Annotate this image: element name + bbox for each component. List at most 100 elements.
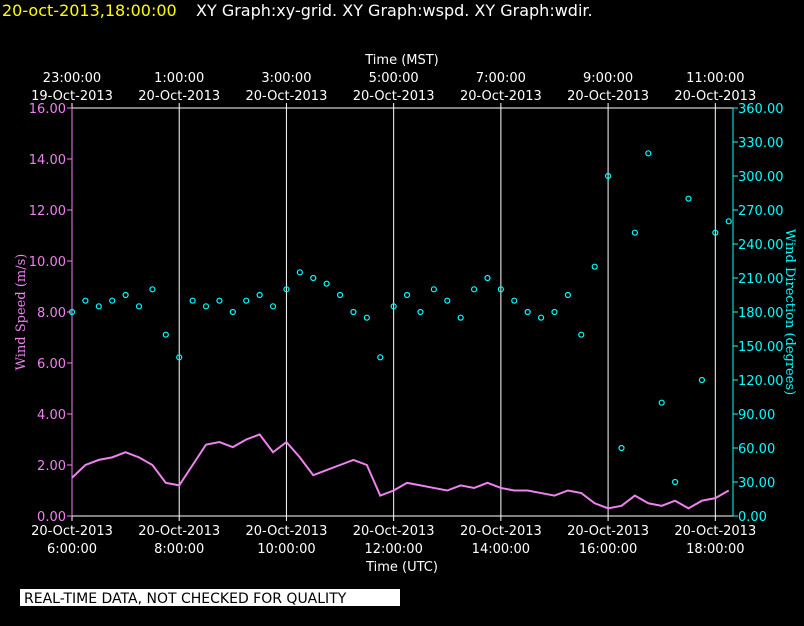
direction-point	[430, 286, 437, 293]
direction-point	[591, 263, 598, 270]
y-tick-label: 10.00	[29, 255, 66, 270]
x-tick-label: 18:00:00	[686, 542, 744, 557]
y2-tick-label: 90.00	[738, 408, 775, 423]
y-tick-label: 8.00	[37, 306, 66, 321]
direction-point	[524, 308, 531, 316]
y2-tick-label: 60.00	[738, 442, 775, 457]
x2-tick-date: 20-Oct-2013	[353, 89, 435, 104]
x2-axis-label: Time (MST)	[364, 53, 439, 68]
direction-point	[390, 303, 397, 310]
direction-point	[149, 286, 156, 293]
direction-point	[698, 376, 706, 384]
y2-tick-label: 330.00	[738, 136, 784, 151]
direction-point	[672, 478, 679, 486]
x2-tick-label: 7:00:00	[476, 71, 526, 86]
y-tick-label: 4.00	[37, 408, 66, 423]
notice-box	[20, 589, 400, 606]
chart-title: XY Graph:xy-grid. XY Graph:wspd. XY Grap…	[196, 1, 593, 20]
direction-point	[296, 269, 303, 276]
x-tick-date: 20-Oct-2013	[353, 524, 435, 539]
y2-tick-label: 180.00	[738, 306, 784, 321]
direction-point	[350, 308, 357, 316]
direction-point	[725, 218, 732, 225]
direction-point	[444, 297, 451, 304]
y-tick-label: 14.00	[29, 153, 66, 168]
speed-line	[71, 433, 730, 510]
y-tick-label: 0.00	[37, 510, 66, 525]
direction-point	[95, 303, 102, 310]
direction-point	[256, 291, 263, 299]
direction-point	[417, 308, 424, 316]
x-tick-date: 20-Oct-2013	[246, 524, 328, 539]
x-tick-label: 14:00:00	[472, 542, 530, 557]
direction-point	[269, 303, 277, 310]
x-tick-label: 8:00:00	[154, 542, 204, 557]
direction-point	[537, 314, 545, 321]
x2-tick-label: 9:00:00	[583, 71, 633, 86]
y2-tick-label: 0.00	[738, 510, 767, 525]
x-tick-label: 12:00:00	[364, 542, 422, 557]
direction-point	[189, 297, 196, 304]
x2-tick-label: 11:00:00	[686, 71, 744, 86]
direction-point	[685, 195, 692, 202]
direction-point	[243, 297, 250, 304]
x2-tick-date: 20-Oct-2013	[138, 89, 220, 104]
direction-point	[551, 308, 558, 316]
direction-point	[135, 303, 143, 310]
x-tick-label: 10:00:00	[257, 542, 315, 557]
y-tick-label: 6.00	[37, 357, 66, 372]
direction-point	[216, 297, 223, 304]
x-tick-date: 20-Oct-2013	[460, 524, 542, 539]
direction-point	[109, 297, 116, 304]
direction-point	[176, 354, 183, 361]
x-tick-date: 20-Oct-2013	[674, 524, 756, 539]
y-tick-label: 12.00	[29, 204, 66, 219]
x2-tick-date: 20-Oct-2013	[246, 89, 328, 104]
y2-tick-label: 360.00	[738, 102, 784, 117]
y2-axis-label: Wind Direction (degrees)	[782, 229, 797, 395]
direction-point	[631, 229, 638, 236]
notice: REAL-TIME DATA, NOT CHECKED FOR QUALITY	[24, 591, 347, 607]
direction-point	[363, 314, 370, 321]
direction-point	[162, 331, 169, 338]
direction-point	[511, 297, 518, 304]
direction-point	[712, 229, 719, 236]
direction-point	[283, 286, 290, 293]
x2-tick-date: 20-Oct-2013	[567, 89, 649, 104]
y2-tick-label: 30.00	[738, 476, 775, 491]
direction-point	[497, 286, 504, 293]
direction-point	[323, 280, 330, 287]
y2-tick-label: 210.00	[738, 272, 784, 287]
direction-point	[229, 308, 236, 316]
direction-point	[658, 399, 665, 406]
y-axis-label: Wind Speed (m/s)	[14, 254, 29, 371]
x2-tick-label: 3:00:00	[261, 71, 311, 86]
y2-tick-label: 150.00	[738, 340, 784, 355]
direction-point	[604, 172, 612, 180]
x-tick-label: 16:00:00	[579, 542, 637, 557]
x-tick-date: 20-Oct-2013	[31, 524, 113, 539]
y2-tick-label: 270.00	[738, 204, 784, 219]
direction-point	[484, 274, 491, 282]
header-time: 20-oct-2013,18:00:00	[2, 1, 177, 20]
x-tick-date: 20-Oct-2013	[138, 524, 220, 539]
direction-point	[578, 331, 585, 338]
x2-tick-date: 19-Oct-2013	[31, 89, 113, 104]
direction-point	[403, 291, 411, 299]
direction-point	[377, 354, 384, 361]
direction-point	[82, 297, 89, 304]
x-tick-date: 20-Oct-2013	[567, 524, 649, 539]
direction-point	[618, 444, 625, 452]
direction-point	[202, 303, 210, 310]
direction-point	[122, 291, 129, 299]
y-tick-label: 16.00	[29, 102, 66, 117]
x-axis-label: Time (UTC)	[365, 560, 438, 575]
x2-tick-label: 1:00:00	[154, 71, 204, 86]
direction-point	[470, 286, 478, 293]
direction-point	[564, 291, 571, 299]
direction-point	[457, 314, 464, 321]
y-tick-label: 2.00	[37, 459, 66, 474]
